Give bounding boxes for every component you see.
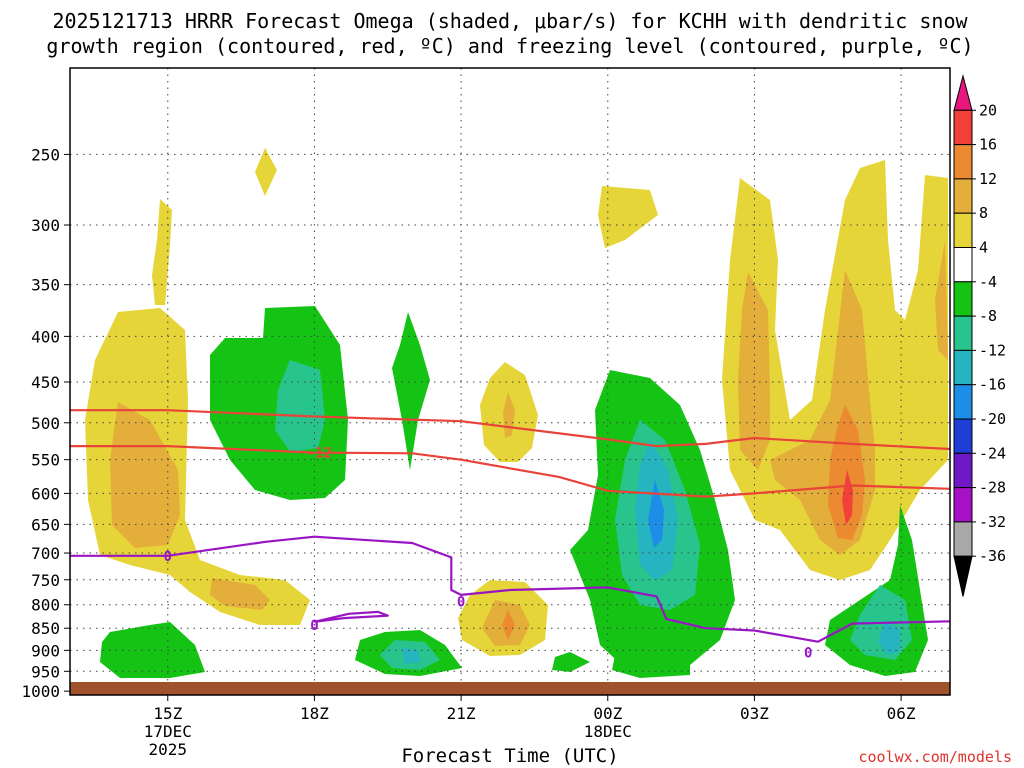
y-tick-label: 350 — [31, 276, 60, 295]
y-tick-label: 500 — [31, 414, 60, 433]
grid — [70, 68, 950, 695]
omega-region-cyan-06z — [878, 620, 900, 655]
colorbar-segment — [953, 418, 973, 454]
y-tick-label: 650 — [31, 515, 60, 534]
colorbar-label: 20 — [979, 101, 997, 119]
colorbar-segment — [953, 144, 973, 180]
colorbar-label: -28 — [979, 479, 1006, 497]
contour-line — [70, 535, 951, 643]
colorbar-segment — [953, 109, 973, 146]
omega-region-red-22z-low — [502, 610, 515, 640]
x-tick-label: 03Z — [740, 704, 769, 723]
omega-region-red-right — [842, 470, 853, 525]
y-tick-label: 300 — [31, 216, 60, 235]
colorbar-label: -16 — [979, 376, 1006, 394]
colorbar-label: -8 — [979, 307, 997, 325]
omega-region-orange-right-c — [935, 240, 948, 360]
contour-line — [314, 610, 389, 623]
omega-region-orange-left — [110, 402, 180, 548]
omega-region-green-01z-foot — [552, 652, 590, 672]
colorbar-label: -24 — [979, 444, 1006, 462]
colorbar-label: 16 — [979, 136, 997, 154]
colorbar-segment — [953, 74, 973, 111]
colorbar-segment — [953, 452, 973, 489]
x-tick-label: 18Z — [300, 704, 329, 723]
omega-region-yellow-small — [255, 148, 277, 196]
colorbar-segment — [953, 315, 973, 351]
colorbar-label: 4 — [979, 239, 988, 257]
colorbar-segment — [953, 555, 973, 597]
x-tick-label: 06Z — [887, 704, 916, 723]
colorbar-label: 8 — [979, 204, 988, 222]
x-tick-label: 15Z — [153, 704, 182, 723]
omega-region-green-20z — [392, 312, 430, 470]
omega-region-green-low-mid — [612, 640, 690, 678]
colorbar-segment — [953, 178, 973, 214]
y-tick-label: 400 — [31, 327, 60, 346]
contour-line — [70, 409, 951, 451]
y-tick-label: 1000 — [21, 682, 60, 701]
y-tick-label: 600 — [31, 484, 60, 503]
x-axis-label: Forecast Time (UTC) — [401, 745, 618, 767]
omega-region-yellow-tip — [152, 199, 172, 305]
y-tick-label: 250 — [31, 145, 60, 164]
colorbar-segment — [953, 281, 973, 317]
omega-region-green-15z-low — [100, 622, 205, 678]
y-axis: 250 300 350 400 450 500 550 600 650 700 750 800 850 9… — [21, 145, 70, 701]
colorbar-segment — [953, 247, 973, 283]
colorbar-segment — [953, 487, 973, 523]
omega-region-orange-low-left — [210, 578, 270, 610]
x-tick-date: 17DEC — [144, 722, 192, 741]
omega-region-cyan-20z-low — [402, 648, 420, 664]
ground-strip — [70, 682, 950, 695]
contours: -12 0 0 0 0 — [70, 409, 951, 661]
colorbar-label: 12 — [979, 170, 997, 188]
colorbar-segment — [953, 384, 973, 420]
omega-region-teal-17z — [275, 360, 325, 452]
y-tick-label: 450 — [31, 373, 60, 392]
x-tick-label: 00Z — [593, 704, 622, 723]
y-tick-label: 800 — [31, 596, 60, 615]
contour-label-purple: 0 — [164, 549, 172, 565]
omega-region-yellow-00z-top — [598, 186, 658, 248]
x-tick-date: 18DEC — [584, 722, 632, 741]
plot-area: -12 0 0 0 0 — [69, 67, 951, 696]
y-tick-label: 750 — [31, 571, 60, 590]
colorbar-segment — [953, 212, 973, 248]
omega-region-orange-right-a — [738, 272, 770, 470]
contour-line — [70, 445, 951, 498]
colorbar-segment — [953, 521, 973, 557]
y-tick-label: 850 — [31, 619, 60, 638]
colorbar: 20 16 12 8 4 -4 -8 -12 -16 -20 -24 -28 -32 -36 — [953, 74, 1006, 597]
colorbar-label: -32 — [979, 513, 1006, 531]
x-tick-label: 21Z — [447, 704, 476, 723]
x-tick-year: 2025 — [149, 740, 188, 759]
chart-title-line-2: growth region (contoured, red, ºC) and f… — [46, 34, 973, 58]
contour-label-purple: 0 — [310, 618, 318, 634]
colorbar-label: -4 — [979, 273, 997, 291]
colorbar-label: -36 — [979, 547, 1006, 565]
contour-label-purple: 0 — [457, 594, 465, 610]
contour-label-red: -12 — [307, 446, 332, 462]
contour-label-purple: 0 — [804, 645, 812, 661]
y-tick-label: 900 — [31, 641, 60, 660]
y-tick-label: 950 — [31, 662, 60, 681]
colorbar-label: -12 — [979, 341, 1006, 359]
credit-text: coolwx.com/models — [858, 748, 1012, 766]
omega-region-blue-01z — [648, 480, 664, 548]
colorbar-label: -20 — [979, 410, 1006, 428]
omega-shading — [85, 148, 948, 678]
omega-region-darkorange-right — [828, 405, 865, 540]
chart-title-line-1: 2025121713 HRRR Forecast Omega (shaded, … — [52, 9, 968, 33]
y-tick-label: 700 — [31, 544, 60, 563]
y-tick-label: 550 — [31, 451, 60, 470]
colorbar-segment — [953, 349, 973, 386]
